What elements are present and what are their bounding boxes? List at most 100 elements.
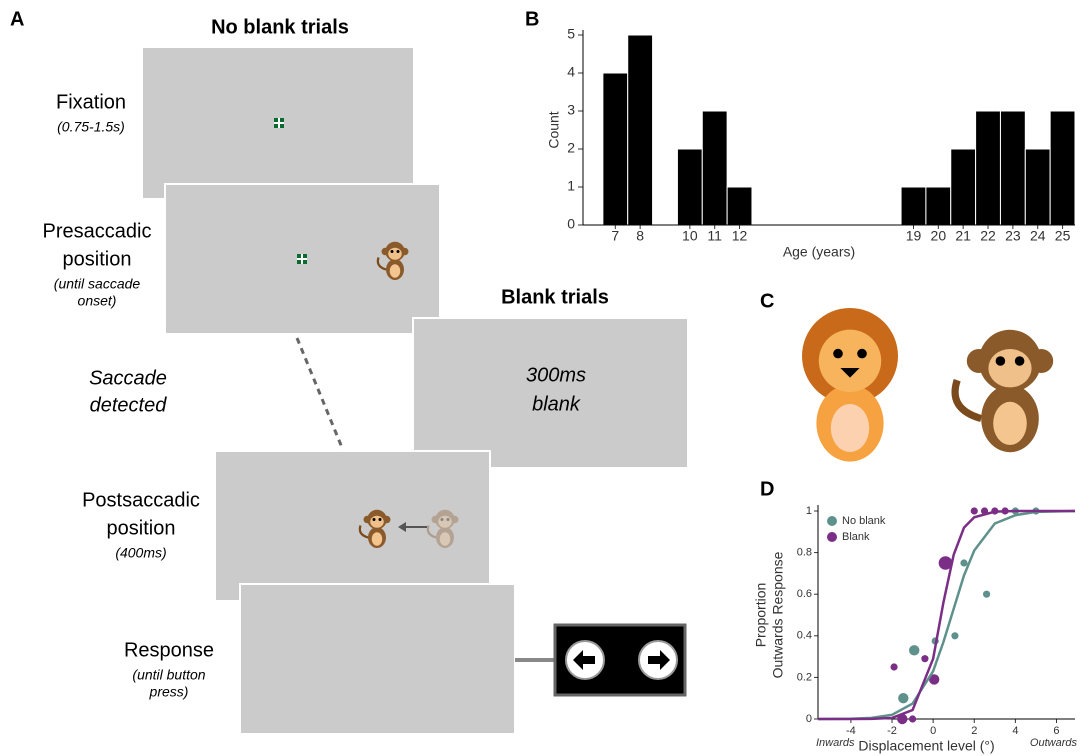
data-point — [897, 713, 908, 725]
body — [436, 527, 454, 548]
data-point — [928, 674, 940, 685]
face — [370, 515, 384, 528]
y-tick-label: 0.6 — [797, 588, 812, 600]
panel-a: A No blank trials Blank trials — [10, 8, 689, 735]
x-axis-label: Age (years) — [783, 244, 855, 260]
eye — [833, 348, 843, 359]
belly — [389, 264, 401, 278]
ear — [431, 515, 439, 524]
y-tick-label: 0 — [567, 216, 575, 232]
x-tick-label: 22 — [980, 228, 996, 244]
y-tick-label: 0.2 — [797, 671, 812, 683]
x-tick-label: 23 — [1005, 228, 1021, 244]
eye — [390, 250, 394, 253]
fixation-cross — [274, 118, 284, 128]
legend-marker — [827, 532, 837, 542]
fixation-cross — [297, 254, 307, 264]
bar — [1049, 110, 1076, 226]
y-tick-label: 2 — [567, 140, 575, 156]
step-note: onset) — [78, 293, 117, 309]
step-label: Fixation — [56, 91, 126, 113]
legend-label: No blank — [842, 515, 886, 527]
belly — [371, 532, 383, 546]
saccade-label: detected — [90, 394, 168, 416]
y-axis-label: Proportion — [753, 583, 769, 648]
belly — [830, 404, 870, 452]
eye — [1014, 356, 1025, 366]
left-arrow — [573, 650, 595, 670]
y-axis-label: Outwards Response — [770, 551, 786, 678]
data-point — [960, 559, 968, 567]
saccade-label: Saccade — [89, 367, 167, 389]
x-tick-label: -4 — [846, 725, 856, 737]
nose — [840, 368, 860, 378]
y-tick-label: 1 — [567, 178, 575, 194]
x-tick-label: 21 — [955, 228, 971, 244]
bar — [701, 110, 728, 226]
x-tick-label: 10 — [682, 228, 698, 244]
x-tick-label: 20 — [931, 228, 947, 244]
screen — [412, 317, 689, 469]
step-label: Postsaccadic — [82, 489, 200, 511]
lion-character — [802, 308, 898, 462]
eye — [440, 518, 444, 521]
annotation: Inwards — [816, 737, 855, 749]
x-axis-label: Displacement level (°) — [858, 738, 994, 754]
screen — [214, 450, 491, 602]
data-point — [898, 693, 909, 704]
x-tick-label: 24 — [1030, 228, 1046, 244]
bar — [602, 72, 629, 226]
y-tick-label: 0.8 — [797, 547, 812, 559]
y-tick-label: 3 — [567, 102, 575, 118]
x-tick-label: 25 — [1055, 228, 1071, 244]
monkey-faded — [426, 509, 459, 548]
tail — [426, 525, 437, 539]
face — [388, 247, 402, 260]
data-point — [908, 715, 917, 723]
legend-label: Blank — [842, 531, 870, 543]
x-tick-label: 11 — [707, 228, 722, 244]
bar — [975, 110, 1001, 226]
cross-part — [274, 118, 284, 128]
y-axis-label: Count — [546, 111, 562, 148]
y-tick-label: 0 — [806, 713, 812, 725]
head — [818, 329, 882, 392]
step-note: (until button — [132, 667, 205, 683]
x-tick-label: 12 — [732, 228, 748, 244]
belly — [439, 532, 451, 546]
step-note: press) — [149, 684, 189, 700]
step-note: (400ms) — [115, 545, 166, 561]
data-point — [909, 645, 920, 656]
step-note: (until saccade — [54, 276, 141, 292]
tail — [358, 525, 369, 539]
y-tick-label: 5 — [567, 26, 575, 42]
ear — [451, 515, 459, 524]
screen — [239, 583, 516, 735]
bar — [627, 34, 654, 226]
head — [435, 509, 455, 530]
bar — [900, 186, 927, 226]
eye — [446, 518, 450, 521]
eye — [372, 518, 376, 521]
data-point — [921, 655, 929, 663]
y-tick-label: 1 — [806, 505, 812, 517]
eye — [378, 518, 382, 521]
face — [988, 349, 1032, 388]
tail — [951, 379, 983, 423]
saccade-line — [295, 337, 345, 451]
arrow-head — [398, 522, 406, 532]
step-note: (0.75-1.5s) — [57, 119, 125, 135]
data-point — [938, 556, 953, 570]
data-point — [951, 632, 959, 640]
legend-marker — [827, 516, 837, 526]
x-tick-label: 19 — [906, 228, 922, 244]
bar — [676, 148, 703, 226]
step-label: position — [107, 517, 176, 539]
tail — [376, 257, 387, 271]
bar — [1024, 148, 1051, 226]
panel-label: C — [760, 290, 774, 312]
eye — [396, 250, 400, 253]
data-point — [970, 507, 978, 515]
x-tick-label: 0 — [930, 725, 936, 737]
